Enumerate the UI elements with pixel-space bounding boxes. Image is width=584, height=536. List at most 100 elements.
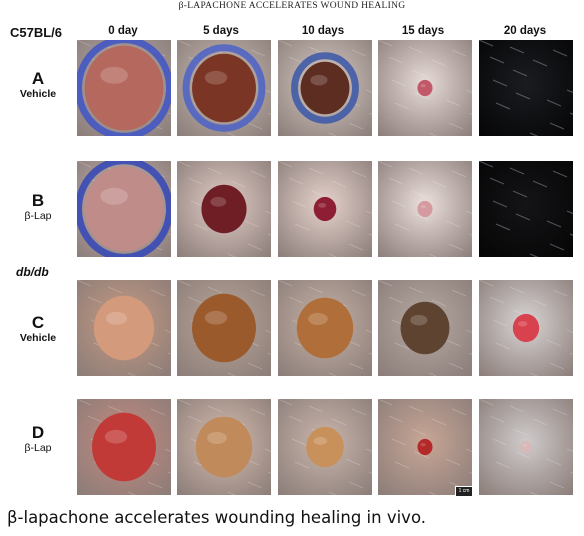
wound-photo-r4-c1 <box>77 399 171 495</box>
fur-stroke <box>569 471 573 474</box>
fur-stroke <box>566 329 573 334</box>
column-header-10-days: 10 days <box>301 25 345 37</box>
wound-photo-r4-c4 <box>378 399 472 495</box>
fur-stroke <box>479 399 494 406</box>
fur-stroke <box>546 339 562 347</box>
fur-stroke <box>331 180 347 188</box>
fur-stroke <box>512 69 528 77</box>
column-header-0-day: 0 day <box>108 25 138 37</box>
fur-stroke <box>207 405 223 413</box>
column-header-5-days: 5 days <box>203 25 239 37</box>
fur-stroke <box>348 362 364 370</box>
wound-highlight <box>518 320 528 327</box>
fur-stroke <box>468 112 472 115</box>
fur-stroke <box>77 40 92 47</box>
figure-title: β-LAPACHONE ACCELERATES WOUND HEALING <box>178 1 406 11</box>
fur-stroke <box>388 56 404 64</box>
fur-stroke <box>394 342 410 350</box>
wound-highlight <box>204 70 228 85</box>
fur-stroke <box>509 405 525 413</box>
fur-stroke <box>492 319 508 327</box>
fur-stroke <box>247 243 263 251</box>
fur-stroke <box>147 481 163 489</box>
row-letter: A <box>31 69 45 88</box>
fur-stroke <box>546 458 562 466</box>
fur-stroke <box>512 428 528 436</box>
fur-stroke <box>167 471 171 474</box>
wound-photo-r4-c2 <box>177 399 271 495</box>
fur-stroke <box>368 352 372 355</box>
wound-area <box>417 79 433 97</box>
fur-stroke <box>250 170 266 178</box>
fur-stroke <box>348 243 364 251</box>
fur-stroke <box>193 223 209 231</box>
fur-stroke <box>250 408 266 416</box>
row-letter: B <box>31 191 45 210</box>
row-label-c: C Vehicle <box>8 314 68 345</box>
fur-stroke <box>566 89 573 94</box>
fur-stroke <box>552 289 568 297</box>
fur-stroke <box>394 102 410 110</box>
wound-highlight <box>318 202 327 208</box>
fur-stroke <box>267 471 271 474</box>
fur-stroke <box>278 280 293 287</box>
fur-stroke <box>529 491 539 495</box>
wound-photo-r3-c2 <box>177 280 271 376</box>
fur-stroke <box>489 296 505 304</box>
fur-stroke <box>345 458 361 466</box>
fur-stroke <box>479 40 494 47</box>
wound-area <box>400 301 450 355</box>
fur-stroke <box>378 40 393 47</box>
fur-stroke <box>164 448 171 453</box>
wound-highlight <box>410 314 428 326</box>
fur-stroke <box>445 99 461 107</box>
fur-stroke <box>411 190 427 198</box>
wound-highlight <box>100 66 128 84</box>
fur-stroke <box>451 49 467 57</box>
wound-photo-r1-c4 <box>378 40 472 136</box>
fur-stroke <box>431 418 447 426</box>
marker-ring <box>291 52 359 124</box>
fur-stroke <box>549 243 565 251</box>
fur-stroke <box>495 342 511 350</box>
fur-stroke <box>308 46 324 54</box>
fur-stroke <box>428 132 438 136</box>
fur-stroke <box>465 89 472 94</box>
fur-stroke <box>227 491 237 495</box>
fur-stroke <box>150 289 166 297</box>
wound-area <box>192 53 256 123</box>
fur-stroke <box>391 79 407 87</box>
fur-stroke <box>495 223 511 231</box>
fur-stroke <box>230 180 246 188</box>
wound-photo-r2-c1 <box>77 161 171 257</box>
wound-photo-r2-c5 <box>479 161 573 257</box>
fur-stroke <box>167 233 171 236</box>
fur-stroke <box>431 180 447 188</box>
fur-stroke <box>552 170 568 178</box>
wound-area <box>306 426 344 468</box>
row-treatment: β-Lap <box>24 210 52 222</box>
marker-ring <box>77 40 171 136</box>
wound-highlight <box>310 74 328 86</box>
fur-stroke <box>512 190 528 198</box>
fur-stroke <box>328 372 338 376</box>
fur-stroke <box>445 458 461 466</box>
fur-stroke <box>489 415 505 423</box>
column-header-15-days: 15 days <box>401 25 445 37</box>
wound-highlight <box>210 196 227 207</box>
fur-stroke <box>532 418 548 426</box>
fur-stroke <box>227 372 237 376</box>
fur-stroke <box>468 352 472 355</box>
marker-ring <box>77 161 171 257</box>
fur-stroke <box>529 132 539 136</box>
fur-stroke <box>411 428 427 436</box>
fur-stroke <box>388 296 404 304</box>
fur-stroke <box>492 200 508 208</box>
fur-stroke <box>368 471 372 474</box>
fur-stroke <box>187 296 203 304</box>
row-letter: D <box>31 423 45 442</box>
fur-stroke <box>288 56 304 64</box>
fur-stroke <box>147 362 163 370</box>
fur-stroke <box>414 213 430 221</box>
scale-bar: 1 cm <box>455 486 473 497</box>
